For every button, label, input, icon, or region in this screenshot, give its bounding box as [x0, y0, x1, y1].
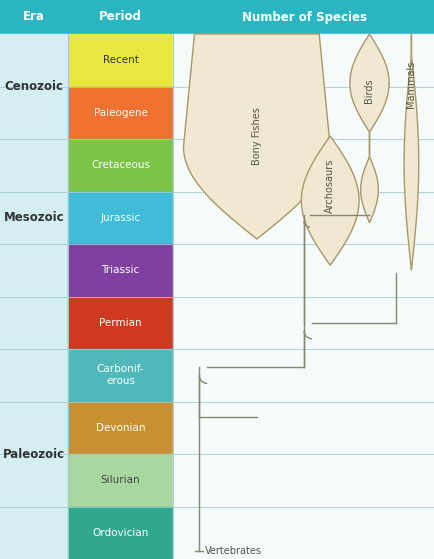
Bar: [173, 34, 434, 87]
Text: Silurian: Silurian: [100, 475, 140, 485]
Text: Bony Fishes: Bony Fishes: [251, 107, 261, 165]
Text: Birds: Birds: [364, 78, 374, 103]
Bar: [68, 87, 173, 139]
Bar: [0, 87, 68, 139]
Bar: [173, 296, 434, 349]
Bar: [0, 296, 68, 349]
Text: Carbonif-
erous: Carbonif- erous: [96, 364, 144, 386]
Text: Triassic: Triassic: [101, 266, 139, 275]
Text: Cretaceous: Cretaceous: [91, 160, 150, 170]
Text: Mammals: Mammals: [405, 60, 415, 108]
Polygon shape: [403, 34, 418, 270]
Bar: [0, 401, 68, 454]
Bar: [68, 349, 173, 401]
Bar: [173, 87, 434, 139]
Bar: [173, 244, 434, 296]
Bar: [173, 192, 434, 244]
Bar: [68, 296, 173, 349]
Bar: [0, 34, 68, 87]
Text: Number of Species: Number of Species: [241, 11, 366, 23]
Bar: [173, 506, 434, 559]
Bar: [0, 139, 68, 192]
Bar: [68, 244, 173, 296]
Bar: [68, 34, 173, 87]
Bar: [173, 401, 434, 454]
Text: Devonian: Devonian: [95, 423, 145, 433]
Bar: [0, 0, 434, 34]
Text: Jurassic: Jurassic: [100, 213, 140, 222]
Bar: [0, 349, 68, 401]
Polygon shape: [349, 34, 388, 222]
Text: Archosaurs: Archosaurs: [325, 158, 335, 213]
Text: Vertebrates: Vertebrates: [205, 546, 262, 556]
Text: Era: Era: [23, 11, 45, 23]
Bar: [173, 349, 434, 401]
Polygon shape: [301, 136, 358, 266]
Bar: [0, 506, 68, 559]
Bar: [68, 401, 173, 454]
Bar: [173, 139, 434, 192]
Text: Paleozoic: Paleozoic: [3, 448, 65, 461]
Polygon shape: [183, 34, 329, 239]
Bar: [68, 506, 173, 559]
Text: Ordovician: Ordovician: [92, 528, 148, 538]
Text: Mesozoic: Mesozoic: [3, 211, 64, 224]
Bar: [68, 454, 173, 506]
Bar: [0, 244, 68, 296]
Text: Cenozoic: Cenozoic: [4, 80, 63, 93]
Bar: [173, 454, 434, 506]
Bar: [68, 139, 173, 192]
Text: Period: Period: [99, 11, 141, 23]
Text: Paleogene: Paleogene: [93, 108, 147, 118]
Bar: [0, 192, 68, 244]
Text: Recent: Recent: [102, 55, 138, 65]
Bar: [68, 192, 173, 244]
Bar: [0, 454, 68, 506]
Text: Permian: Permian: [99, 318, 141, 328]
